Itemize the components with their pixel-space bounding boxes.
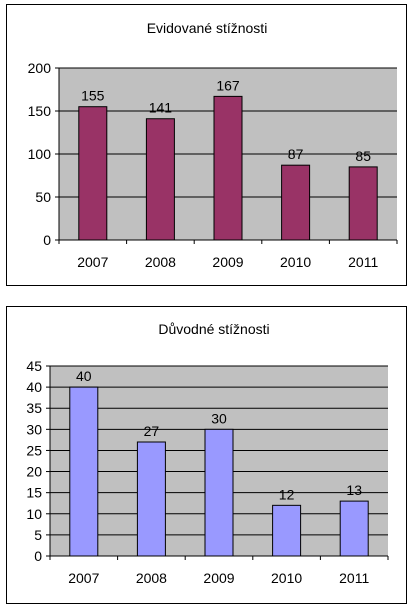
x-tick-label: 2011 <box>339 570 369 586</box>
bar <box>213 95 243 241</box>
data-label: 40 <box>76 368 92 384</box>
data-label: 167 <box>216 77 240 93</box>
data-label: 85 <box>355 148 371 164</box>
chart-evidovane-stiznosti: Evidované stížnosti 0 50 100 150 200 155 2007 1… <box>6 4 407 286</box>
bar <box>272 504 302 557</box>
y-tick-label: 200 <box>28 60 52 76</box>
x-tick-label: 2009 <box>212 254 243 270</box>
data-label: 30 <box>211 410 227 426</box>
bar <box>348 166 378 241</box>
data-label: 141 <box>149 100 173 116</box>
bar <box>69 386 99 557</box>
y-tick-label: 20 <box>26 464 42 480</box>
x-tick-label: 2010 <box>280 254 311 270</box>
y-tick-label: 30 <box>26 421 42 437</box>
x-tick-label: 2008 <box>136 570 167 586</box>
y-tick-label: 15 <box>26 485 42 501</box>
plot-area: 0 5 10 15 20 25 30 35 40 45 40 2007 27 2008 30 2009 12 20… <box>26 358 389 586</box>
chart-title: Důvodné stížnosti <box>158 321 269 337</box>
x-tick-label: 2011 <box>348 254 378 270</box>
x-tick-label: 2010 <box>271 570 302 586</box>
data-label: 155 <box>81 88 105 104</box>
x-tick-label: 2007 <box>68 570 99 586</box>
x-tick-label: 2008 <box>145 254 176 270</box>
y-tick-label: 100 <box>28 146 52 162</box>
y-tick-label: 45 <box>26 358 42 374</box>
y-tick-label: 0 <box>34 548 42 564</box>
y-tick-label: 35 <box>26 400 42 416</box>
bar <box>78 106 108 241</box>
chart-title: Evidované stížnosti <box>147 20 268 36</box>
data-label: 13 <box>346 482 362 498</box>
y-tick-label: 10 <box>26 506 42 522</box>
bar <box>339 500 369 557</box>
y-tick-label: 40 <box>26 379 42 395</box>
y-tick-label: 50 <box>35 189 51 205</box>
chart-duvodne-stiznosti: Důvodné stížnosti 0 5 10 15 20 25 30 35 40 45 40 20… <box>6 306 407 604</box>
x-tick-label: 2009 <box>203 570 234 586</box>
bar <box>136 441 166 557</box>
y-tick-label: 0 <box>43 232 51 248</box>
x-tick-label: 2007 <box>77 254 108 270</box>
plot-area: 0 50 100 150 200 155 2007 141 2008 167 2009 87 2010 8… <box>28 60 398 270</box>
bar <box>145 118 175 241</box>
data-label: 87 <box>288 146 304 162</box>
chart-2-svg: Důvodné stížnosti 0 5 10 15 20 25 30 35 40 45 40 20… <box>26 321 389 586</box>
bar <box>204 428 234 557</box>
bar <box>281 164 311 241</box>
chart-1-svg: Evidované stížnosti 0 50 100 150 200 155 2007 1… <box>28 20 398 270</box>
y-tick-label: 5 <box>34 527 42 543</box>
data-label: 12 <box>279 486 295 502</box>
data-label: 27 <box>144 423 160 439</box>
y-tick-label: 150 <box>28 103 52 119</box>
y-tick-label: 25 <box>26 442 42 458</box>
